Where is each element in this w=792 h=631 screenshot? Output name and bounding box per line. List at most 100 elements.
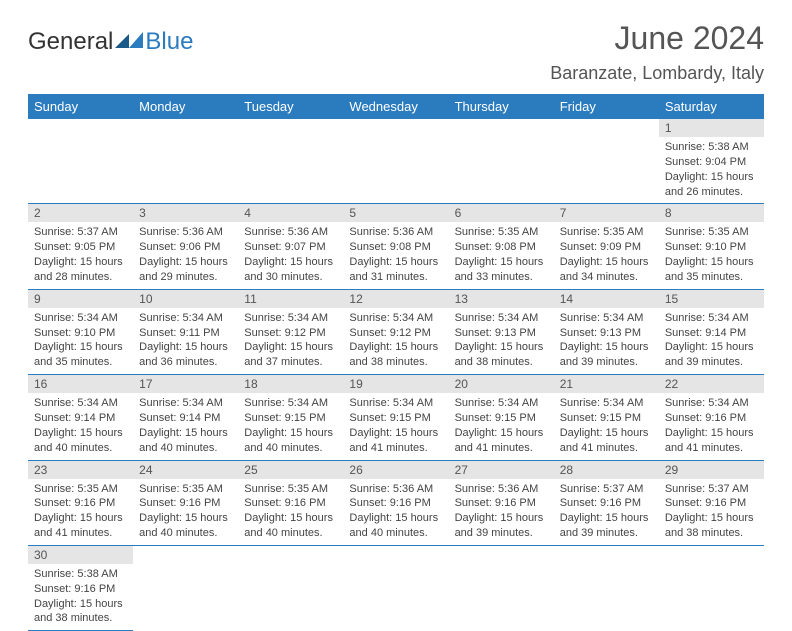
calendar-row: 30Sunrise: 5:38 AMSunset: 9:16 PMDayligh… [28,545,764,630]
calendar-cell [554,545,659,630]
calendar-cell: 25Sunrise: 5:35 AMSunset: 9:16 PMDayligh… [238,460,343,545]
calendar-cell: 21Sunrise: 5:34 AMSunset: 9:15 PMDayligh… [554,375,659,460]
day-number: 28 [554,461,659,479]
day-content: Sunrise: 5:35 AMSunset: 9:10 PMDaylight:… [659,222,764,288]
day-number: 29 [659,461,764,479]
day-number: 24 [133,461,238,479]
day-number: 17 [133,375,238,393]
day-content: Sunrise: 5:36 AMSunset: 9:16 PMDaylight:… [449,479,554,545]
day-content: Sunrise: 5:36 AMSunset: 9:08 PMDaylight:… [343,222,448,288]
day-number: 23 [28,461,133,479]
calendar-cell [133,545,238,630]
calendar-cell: 23Sunrise: 5:35 AMSunset: 9:16 PMDayligh… [28,460,133,545]
calendar-cell [238,545,343,630]
calendar-cell: 13Sunrise: 5:34 AMSunset: 9:13 PMDayligh… [449,289,554,374]
day-content: Sunrise: 5:36 AMSunset: 9:06 PMDaylight:… [133,222,238,288]
calendar-cell: 4Sunrise: 5:36 AMSunset: 9:07 PMDaylight… [238,204,343,289]
calendar-cell: 1Sunrise: 5:38 AMSunset: 9:04 PMDaylight… [659,119,764,204]
calendar-cell: 27Sunrise: 5:36 AMSunset: 9:16 PMDayligh… [449,460,554,545]
calendar-cell [659,545,764,630]
day-content: Sunrise: 5:36 AMSunset: 9:07 PMDaylight:… [238,222,343,288]
calendar-cell: 7Sunrise: 5:35 AMSunset: 9:09 PMDaylight… [554,204,659,289]
day-content: Sunrise: 5:37 AMSunset: 9:16 PMDaylight:… [659,479,764,545]
day-number: 9 [28,290,133,308]
day-content: Sunrise: 5:34 AMSunset: 9:14 PMDaylight:… [133,393,238,459]
calendar-cell: 15Sunrise: 5:34 AMSunset: 9:14 PMDayligh… [659,289,764,374]
calendar-row: 16Sunrise: 5:34 AMSunset: 9:14 PMDayligh… [28,375,764,460]
calendar-cell: 26Sunrise: 5:36 AMSunset: 9:16 PMDayligh… [343,460,448,545]
col-wednesday: Wednesday [343,94,448,119]
day-content: Sunrise: 5:35 AMSunset: 9:16 PMDaylight:… [133,479,238,545]
calendar-cell [449,545,554,630]
day-content: Sunrise: 5:35 AMSunset: 9:09 PMDaylight:… [554,222,659,288]
calendar-cell: 20Sunrise: 5:34 AMSunset: 9:15 PMDayligh… [449,375,554,460]
day-content: Sunrise: 5:34 AMSunset: 9:10 PMDaylight:… [28,308,133,374]
day-number: 13 [449,290,554,308]
day-content: Sunrise: 5:34 AMSunset: 9:11 PMDaylight:… [133,308,238,374]
calendar-cell: 22Sunrise: 5:34 AMSunset: 9:16 PMDayligh… [659,375,764,460]
day-number: 26 [343,461,448,479]
calendar-cell [238,119,343,204]
day-number: 11 [238,290,343,308]
calendar-cell: 2Sunrise: 5:37 AMSunset: 9:05 PMDaylight… [28,204,133,289]
day-number: 16 [28,375,133,393]
logo-text-2: Blue [145,28,193,56]
calendar-cell: 30Sunrise: 5:38 AMSunset: 9:16 PMDayligh… [28,545,133,630]
calendar-table: Sunday Monday Tuesday Wednesday Thursday… [28,94,764,631]
calendar-cell: 19Sunrise: 5:34 AMSunset: 9:15 PMDayligh… [343,375,448,460]
day-number: 21 [554,375,659,393]
day-number: 5 [343,204,448,222]
logo-flag-icon [115,30,143,55]
calendar-cell: 29Sunrise: 5:37 AMSunset: 9:16 PMDayligh… [659,460,764,545]
title-block: June 2024 Baranzate, Lombardy, Italy [550,20,764,84]
logo-text-1: General [28,28,113,56]
day-content: Sunrise: 5:37 AMSunset: 9:05 PMDaylight:… [28,222,133,288]
calendar-cell: 6Sunrise: 5:35 AMSunset: 9:08 PMDaylight… [449,204,554,289]
day-number: 20 [449,375,554,393]
day-content: Sunrise: 5:34 AMSunset: 9:14 PMDaylight:… [28,393,133,459]
col-monday: Monday [133,94,238,119]
day-content: Sunrise: 5:38 AMSunset: 9:04 PMDaylight:… [659,137,764,203]
calendar-cell: 18Sunrise: 5:34 AMSunset: 9:15 PMDayligh… [238,375,343,460]
day-number: 1 [659,119,764,137]
col-friday: Friday [554,94,659,119]
calendar-body: 1Sunrise: 5:38 AMSunset: 9:04 PMDaylight… [28,119,764,631]
calendar-cell [343,545,448,630]
calendar-cell [449,119,554,204]
col-sunday: Sunday [28,94,133,119]
day-content: Sunrise: 5:34 AMSunset: 9:12 PMDaylight:… [343,308,448,374]
calendar-cell [133,119,238,204]
day-number: 30 [28,546,133,564]
day-number: 2 [28,204,133,222]
day-content: Sunrise: 5:34 AMSunset: 9:16 PMDaylight:… [659,393,764,459]
logo: General Blue [28,28,193,56]
calendar-header-row: Sunday Monday Tuesday Wednesday Thursday… [28,94,764,119]
col-thursday: Thursday [449,94,554,119]
day-content: Sunrise: 5:35 AMSunset: 9:16 PMDaylight:… [238,479,343,545]
day-number: 25 [238,461,343,479]
calendar-cell: 8Sunrise: 5:35 AMSunset: 9:10 PMDaylight… [659,204,764,289]
calendar-cell: 5Sunrise: 5:36 AMSunset: 9:08 PMDaylight… [343,204,448,289]
calendar-cell: 16Sunrise: 5:34 AMSunset: 9:14 PMDayligh… [28,375,133,460]
day-content: Sunrise: 5:36 AMSunset: 9:16 PMDaylight:… [343,479,448,545]
calendar-cell: 11Sunrise: 5:34 AMSunset: 9:12 PMDayligh… [238,289,343,374]
calendar-row: 1Sunrise: 5:38 AMSunset: 9:04 PMDaylight… [28,119,764,204]
day-number: 22 [659,375,764,393]
day-content: Sunrise: 5:34 AMSunset: 9:13 PMDaylight:… [449,308,554,374]
calendar-cell: 3Sunrise: 5:36 AMSunset: 9:06 PMDaylight… [133,204,238,289]
calendar-cell [554,119,659,204]
day-content: Sunrise: 5:35 AMSunset: 9:08 PMDaylight:… [449,222,554,288]
day-number: 10 [133,290,238,308]
day-number: 4 [238,204,343,222]
day-number: 15 [659,290,764,308]
calendar-cell: 12Sunrise: 5:34 AMSunset: 9:12 PMDayligh… [343,289,448,374]
day-content: Sunrise: 5:34 AMSunset: 9:15 PMDaylight:… [238,393,343,459]
day-content: Sunrise: 5:37 AMSunset: 9:16 PMDaylight:… [554,479,659,545]
calendar-cell [28,119,133,204]
day-content: Sunrise: 5:34 AMSunset: 9:12 PMDaylight:… [238,308,343,374]
calendar-row: 9Sunrise: 5:34 AMSunset: 9:10 PMDaylight… [28,289,764,374]
calendar-cell: 24Sunrise: 5:35 AMSunset: 9:16 PMDayligh… [133,460,238,545]
day-number: 7 [554,204,659,222]
calendar-row: 23Sunrise: 5:35 AMSunset: 9:16 PMDayligh… [28,460,764,545]
calendar-row: 2Sunrise: 5:37 AMSunset: 9:05 PMDaylight… [28,204,764,289]
